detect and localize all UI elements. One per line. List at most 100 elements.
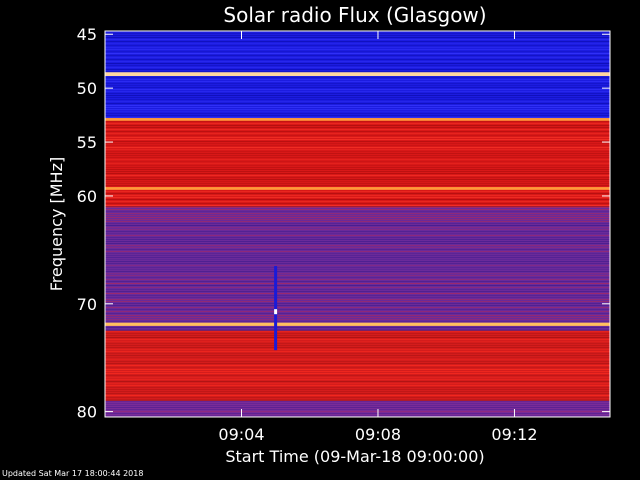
- striation: [105, 357, 610, 358]
- striation: [105, 237, 610, 238]
- striation: [105, 81, 610, 82]
- striation: [105, 263, 610, 264]
- striation: [105, 285, 610, 286]
- striation: [105, 173, 610, 174]
- striation: [105, 361, 610, 362]
- striation: [105, 275, 610, 276]
- striation: [105, 55, 610, 56]
- y-axis-label: Frequency [MHz]: [47, 157, 66, 291]
- striation: [105, 333, 610, 334]
- striation: [105, 349, 610, 350]
- striation: [105, 217, 610, 218]
- striation: [105, 77, 610, 78]
- striation: [105, 291, 610, 292]
- striation: [105, 179, 610, 180]
- striation: [105, 45, 610, 46]
- striation: [105, 235, 610, 236]
- striation: [105, 207, 610, 208]
- striation: [105, 257, 610, 258]
- striation: [105, 93, 610, 94]
- striation: [105, 153, 610, 154]
- striation: [105, 151, 610, 152]
- striation: [105, 197, 610, 198]
- intensity-region-2: [105, 206, 610, 331]
- striation: [105, 249, 610, 250]
- striation: [105, 395, 610, 396]
- striation: [105, 191, 610, 192]
- striation: [105, 165, 610, 166]
- striation: [105, 353, 610, 354]
- striation: [105, 405, 610, 406]
- striation: [105, 281, 610, 282]
- striation: [105, 147, 610, 148]
- striation: [105, 343, 610, 344]
- striation: [105, 101, 610, 102]
- striation: [105, 97, 610, 98]
- striation: [105, 309, 610, 310]
- striation: [105, 49, 610, 50]
- striation: [105, 391, 610, 392]
- striation: [105, 159, 610, 160]
- striation: [105, 175, 610, 176]
- striation: [105, 355, 610, 356]
- striation: [105, 141, 610, 142]
- striation: [105, 117, 610, 118]
- striation: [105, 69, 610, 70]
- striation: [105, 287, 610, 288]
- striation: [105, 245, 610, 246]
- striation: [105, 233, 610, 234]
- striation: [105, 137, 610, 138]
- chart-title: Solar radio Flux (Glasgow): [223, 3, 486, 27]
- striation: [105, 239, 610, 240]
- striation: [105, 373, 610, 374]
- y-tick-label: 60: [77, 187, 97, 206]
- striation: [105, 41, 610, 42]
- striation: [105, 199, 610, 200]
- x-tick-label: 09:12: [491, 425, 537, 444]
- striation: [105, 401, 610, 402]
- striation: [105, 95, 610, 96]
- x-axis-label: Start Time (09-Mar-18 09:00:00): [225, 447, 484, 466]
- striation: [105, 105, 610, 106]
- striation: [105, 35, 610, 36]
- striation: [105, 61, 610, 62]
- striation: [105, 277, 610, 278]
- striation: [105, 51, 610, 52]
- striation: [105, 363, 610, 364]
- emission-line-0: [105, 72, 610, 77]
- striation: [105, 227, 610, 228]
- striation: [105, 91, 610, 92]
- striation: [105, 351, 610, 352]
- striation: [105, 247, 610, 248]
- striation: [105, 389, 610, 390]
- striation: [105, 103, 610, 104]
- striation: [105, 205, 610, 206]
- striation: [105, 121, 610, 122]
- striation: [105, 229, 610, 230]
- striation: [105, 293, 610, 294]
- striation: [105, 335, 610, 336]
- striation: [105, 85, 610, 86]
- striation: [105, 201, 610, 202]
- striation: [105, 341, 610, 342]
- striation: [105, 155, 610, 156]
- striation: [105, 409, 610, 410]
- emission-line-2: [105, 187, 610, 190]
- striation: [105, 37, 610, 38]
- striation: [105, 169, 610, 170]
- striation: [105, 47, 610, 48]
- striation: [105, 209, 610, 210]
- striation: [105, 411, 610, 412]
- striation: [105, 259, 610, 260]
- striation: [105, 337, 610, 338]
- striation: [105, 161, 610, 162]
- heatmap-area: [105, 31, 610, 417]
- y-tick-label: 45: [77, 25, 97, 44]
- striation: [105, 195, 610, 196]
- striation: [105, 261, 610, 262]
- emission-line-3: [105, 322, 610, 326]
- striation: [105, 253, 610, 254]
- striation: [105, 39, 610, 40]
- striation: [105, 251, 610, 252]
- striation: [105, 157, 610, 158]
